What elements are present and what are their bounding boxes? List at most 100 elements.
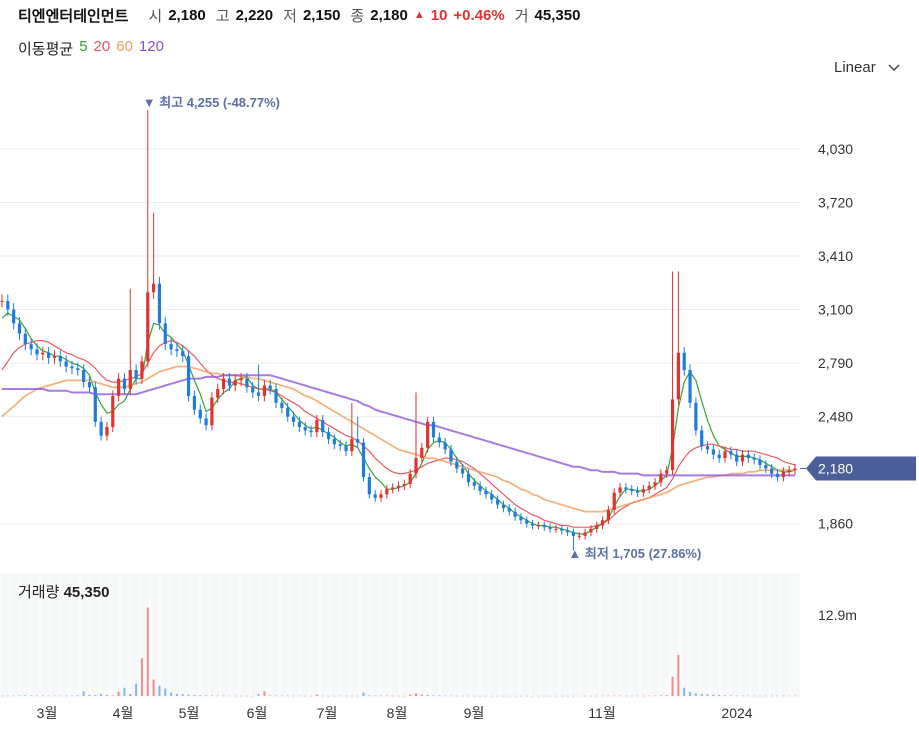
volume-bar — [770, 695, 773, 697]
candle-body — [606, 509, 611, 521]
volume-bar — [321, 695, 324, 697]
candle-body — [536, 525, 541, 527]
volume-bar — [1, 695, 3, 697]
x-tick-label: 11월 — [588, 705, 615, 721]
candle-body — [303, 427, 307, 431]
candle-body — [41, 352, 45, 355]
candle-body — [64, 361, 68, 367]
stock-name: 티엔엔터테인먼트 — [18, 7, 129, 25]
volume-bar — [624, 695, 627, 697]
volume-bar — [706, 694, 709, 696]
ma-120-label[interactable]: 120 — [138, 38, 164, 55]
candle-body — [356, 439, 360, 443]
candle-body — [560, 528, 564, 531]
candle-body — [443, 442, 447, 450]
volume-bar — [175, 693, 178, 696]
candle-body — [484, 490, 488, 495]
candle-body — [315, 420, 319, 433]
candle-body — [496, 499, 500, 505]
volume-bar — [356, 695, 359, 697]
volume-bar — [502, 695, 505, 697]
close-value: 2,180 — [370, 6, 408, 24]
candle-body — [146, 292, 150, 362]
volume-bar — [636, 695, 639, 697]
candle-body — [752, 458, 756, 460]
candle-body — [735, 454, 739, 462]
candle-body — [589, 528, 593, 533]
candle-body — [781, 471, 785, 478]
candle-body — [525, 520, 529, 524]
current-price-label: 2,180 — [818, 460, 853, 476]
low-label: 저 — [283, 7, 297, 25]
volume-bar — [426, 694, 429, 696]
candle-body — [740, 454, 745, 462]
volume-bar — [461, 695, 464, 697]
candle-body — [227, 378, 232, 386]
x-tick-label: 9월 — [464, 705, 485, 721]
volume-bar — [47, 695, 50, 697]
ma-20-label[interactable]: 20 — [93, 38, 111, 55]
candle-body — [379, 494, 383, 498]
candle-body — [717, 454, 721, 459]
volume-bar — [385, 695, 388, 697]
volume-bar — [146, 607, 149, 696]
volume-bar — [35, 695, 38, 697]
volume-bar — [764, 695, 767, 697]
volume-bar — [566, 695, 569, 697]
volume-bar — [508, 695, 511, 697]
x-tick-label: 2024 — [721, 705, 752, 721]
high-value: 2,220 — [235, 6, 274, 24]
ma-120-line — [2, 374, 795, 477]
volume-bar — [403, 695, 406, 697]
candle-body — [659, 473, 663, 483]
volume-bar — [514, 695, 517, 697]
candle-body — [338, 444, 342, 446]
volume-bar — [135, 683, 138, 696]
candle-body — [239, 378, 243, 381]
candle-body — [82, 370, 86, 383]
candle-body — [321, 420, 325, 433]
volume-bar — [362, 692, 365, 696]
volume-bar — [525, 695, 528, 697]
candle-body — [595, 525, 599, 529]
candle-body — [548, 527, 552, 529]
volume-bar — [467, 695, 470, 697]
candle-body — [105, 427, 109, 436]
candle-body — [665, 470, 669, 474]
low-annotation: ▲ 최저 1,705 (27.86%) — [568, 546, 701, 561]
volume-bar — [496, 695, 499, 697]
candle-body — [764, 465, 768, 469]
candle-body — [204, 418, 208, 426]
x-tick-label: 4월 — [113, 705, 134, 721]
scale-toggle-button[interactable]: Linear — [834, 59, 900, 76]
volume-bar — [257, 693, 260, 696]
chevron-down-icon — [888, 64, 900, 72]
volume-bar — [578, 695, 581, 697]
x-tick-label: 6월 — [247, 705, 268, 721]
candle-body — [198, 409, 202, 419]
candle-body — [0, 300, 4, 302]
volume-bar — [129, 693, 132, 696]
volume-bar — [729, 695, 732, 696]
ma-5-label[interactable]: 5 — [79, 38, 88, 55]
ma-20-line — [1, 339, 796, 528]
volume-bar — [607, 695, 610, 697]
volume-bar — [170, 692, 173, 696]
volume-tick-label: 12.9m — [818, 607, 857, 623]
candle-body — [221, 378, 226, 389]
candle-body — [700, 430, 704, 446]
candle-body — [163, 323, 167, 345]
candle-body — [729, 451, 733, 455]
volume-bar — [245, 695, 248, 697]
candle-body — [723, 451, 727, 459]
volume-bar — [788, 695, 791, 697]
candle-body — [624, 487, 628, 490]
ma-60-label[interactable]: 60 — [116, 38, 133, 55]
candle-body — [47, 352, 51, 358]
candle-body — [583, 532, 587, 536]
current-price-tag — [806, 456, 916, 481]
candle-body — [210, 397, 214, 426]
volume-bar — [286, 695, 289, 697]
candle-body — [513, 511, 517, 517]
